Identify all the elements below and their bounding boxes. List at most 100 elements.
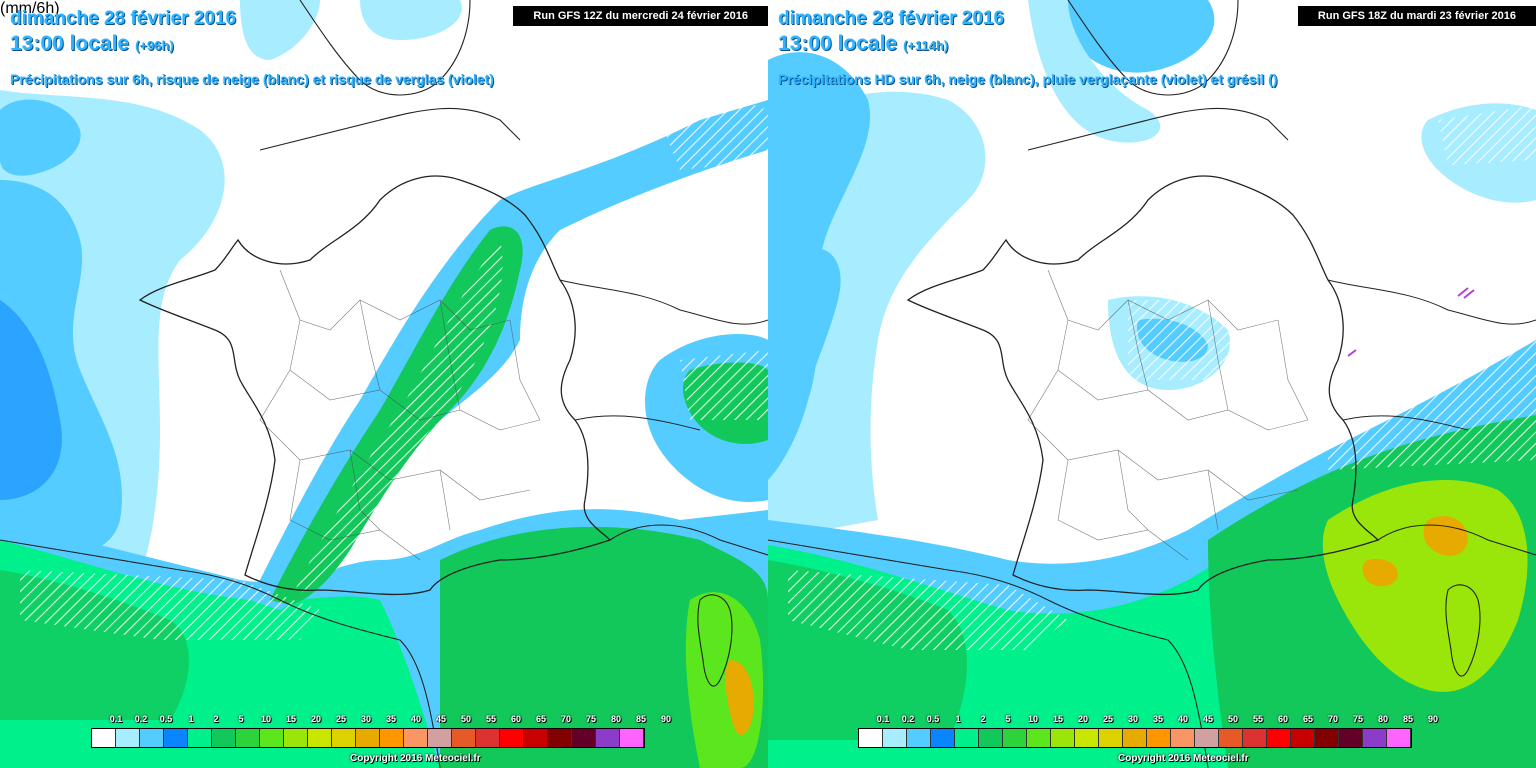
scale-swatch: [380, 729, 404, 747]
scale-swatch: [1123, 729, 1147, 747]
map-subtitle: Précipitations HD sur 6h, neige (blanc),…: [778, 71, 1278, 87]
scale-tick-label: 45: [435, 714, 446, 724]
scale-swatches: [91, 728, 645, 748]
copyright-label: Copyright 2016 Meteociel.fr: [350, 753, 481, 764]
scale-tick-label: 55: [485, 714, 496, 724]
precip-field-top-light: [1028, 0, 1161, 143]
freezing-rain-mark: [1347, 287, 1475, 357]
snow-hatch-ne: [1438, 105, 1536, 165]
scale-swatch: [1147, 729, 1171, 747]
scale-tick-label: 25: [1102, 714, 1113, 724]
map-date-title: dimanche 28 février 2016: [778, 8, 1005, 29]
precip-field-med: [440, 526, 768, 768]
scale-tick-label: 30: [1127, 714, 1138, 724]
precipitation-map-right: [768, 0, 1536, 768]
scale-tick-labels: 0.1 0.2 0.5 1 2 5 10 15 20 25 30 35 40 45 50 55 60 65 70 75…: [858, 714, 1438, 728]
scale-swatch: [859, 729, 883, 747]
scale-tick-label: 25: [335, 714, 346, 724]
scale-swatch: [979, 729, 1003, 747]
precip-field-med-max2: [1362, 558, 1398, 587]
scale-tick-label: 55: [1252, 714, 1263, 724]
map-subtitle: Précipitations sur 6h, risque de neige (…: [10, 71, 494, 87]
precipitation-map-left: [0, 0, 768, 768]
scale-swatch: [1099, 729, 1123, 747]
scale-tick-label: 40: [1177, 714, 1188, 724]
local-time-label: 13:00 locale: [10, 32, 130, 55]
scale-swatch: [620, 729, 644, 747]
map-date-title: dimanche 28 février 2016: [10, 8, 237, 29]
scale-swatch: [1267, 729, 1291, 747]
scale-swatch: [1003, 729, 1027, 747]
scale-swatch: [572, 729, 596, 747]
scale-swatch: [931, 729, 955, 747]
precip-field-corsica-core: [725, 660, 754, 735]
snow-hatch-pyrenees: [788, 570, 1068, 650]
scale-swatch: [907, 729, 931, 747]
scale-tick-label: 5: [238, 714, 244, 724]
scale-tick-label: 2: [980, 714, 986, 724]
scale-swatch: [212, 729, 236, 747]
iberia-coast: [768, 539, 1209, 768]
map-panel-right: dimanche 28 février 2016 13:00 locale (+1…: [768, 0, 1536, 768]
scale-unit-label: (mm/6h): [0, 0, 60, 17]
scale-swatch: [428, 729, 452, 747]
scale-tick-label: 0.5: [159, 714, 173, 724]
uk-coast: [259, 0, 521, 151]
precip-field-atlantic-core: [0, 300, 62, 500]
scale-swatch: [1027, 729, 1051, 747]
scale-tick-label: 15: [1052, 714, 1063, 724]
precip-field-top: [1068, 0, 1215, 73]
scale-tick-label: 1: [188, 714, 194, 724]
scale-swatch: [164, 729, 188, 747]
lead-time-label: (+114h): [903, 38, 949, 53]
scale-swatch: [116, 729, 140, 747]
scale-swatch: [452, 729, 476, 747]
scale-swatch: [1291, 729, 1315, 747]
scale-tick-label: 45: [1202, 714, 1213, 724]
scale-tick-label: 35: [1152, 714, 1163, 724]
scale-swatch: [500, 729, 524, 747]
france-outline: [906, 175, 1380, 596]
precip-field-med-max: [1423, 516, 1468, 556]
precip-field-top: [240, 0, 320, 60]
precip-color-scale: 0.1 0.2 0.5 1 2 5 10 15 20 25 30 35 40 45 50 55 60 65 70 75…: [91, 714, 671, 748]
scale-tick-label: 0.1: [109, 714, 123, 724]
scale-swatch: [188, 729, 212, 747]
scale-tick-label: 30: [360, 714, 371, 724]
scale-tick-label: 75: [585, 714, 596, 724]
scale-swatch: [548, 729, 572, 747]
alps-border: [1327, 279, 1536, 431]
scale-swatch: [955, 729, 979, 747]
scale-swatch: [1315, 729, 1339, 747]
scale-tick-labels: 0.1 0.2 0.5 1 2 5 10 15 20 25 30 35 40 45 50 55 60 65 70 75…: [91, 714, 671, 728]
scale-swatch: [476, 729, 500, 747]
scale-tick-label: 20: [310, 714, 321, 724]
scale-swatch: [596, 729, 620, 747]
map-time-title: 13:00 locale (+114h): [778, 32, 948, 56]
snow-risk-hatch-pyrenees: [20, 570, 320, 640]
scale-tick-label: 85: [1402, 714, 1413, 724]
scale-swatch: [284, 729, 308, 747]
scale-tick-label: 0.1: [876, 714, 890, 724]
scale-swatch: [332, 729, 356, 747]
scale-tick-label: 50: [460, 714, 471, 724]
department-borders: [1027, 269, 1309, 561]
scale-tick-label: 20: [1077, 714, 1088, 724]
model-run-label: Run GFS 12Z du mercredi 24 février 2016: [513, 6, 768, 26]
model-run-label: Run GFS 18Z du mardi 23 février 2016: [1297, 6, 1536, 26]
italy-coast: [609, 524, 768, 687]
scale-tick-label: 10: [1027, 714, 1038, 724]
scale-tick-label: 10: [260, 714, 271, 724]
scale-swatch: [260, 729, 284, 747]
scale-swatch: [1243, 729, 1267, 747]
scale-swatches: [858, 728, 1412, 748]
scale-swatch: [1339, 729, 1363, 747]
scale-tick-label: 75: [1352, 714, 1363, 724]
scale-swatch: [1219, 729, 1243, 747]
scale-swatch: [404, 729, 428, 747]
scale-swatch: [308, 729, 332, 747]
scale-swatch: [92, 729, 116, 747]
scale-tick-label: 5: [1005, 714, 1011, 724]
scale-swatch: [236, 729, 260, 747]
precip-color-scale: 0.1 0.2 0.5 1 2 5 10 15 20 25 30 35 40 45 50 55 60 65 70 75…: [858, 714, 1438, 748]
